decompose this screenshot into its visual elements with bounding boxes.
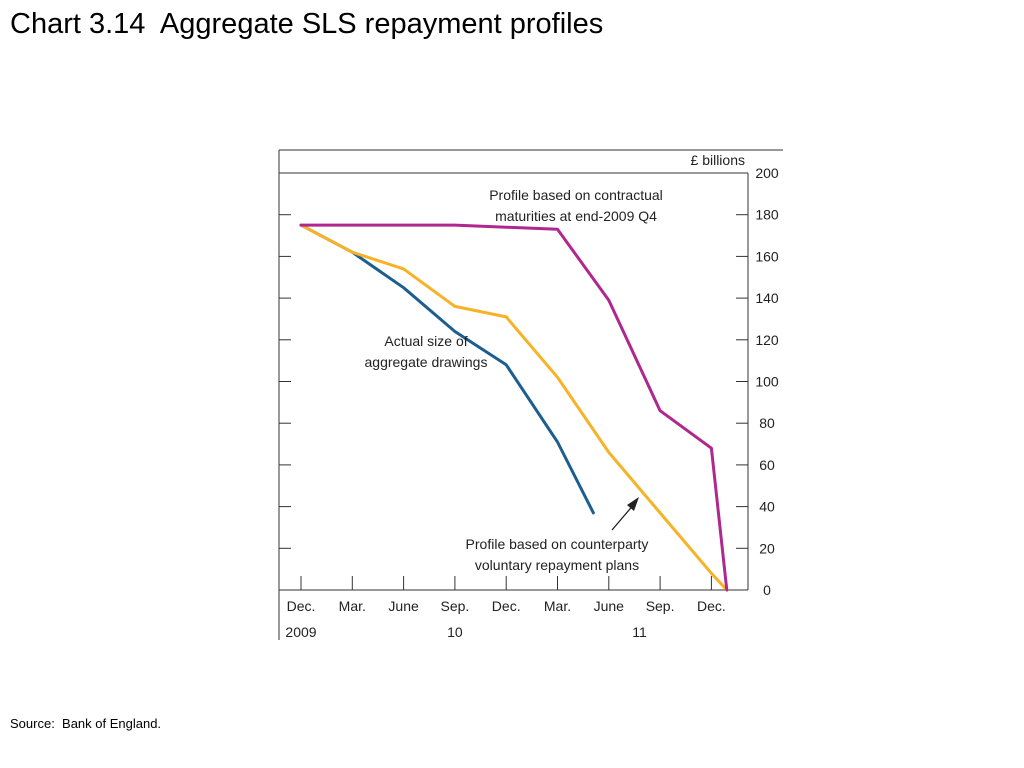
y-tick-label: 120 <box>755 332 779 348</box>
x-tick-label: Sep. <box>646 598 675 614</box>
y-tick-label: 60 <box>759 457 775 473</box>
annotation-actual-line: Actual size of <box>384 333 467 349</box>
x-tick-label: Mar. <box>339 598 366 614</box>
annotation-contractual-line: maturities at end-2009 Q4 <box>495 208 657 224</box>
x-tick-label: Mar. <box>544 598 571 614</box>
y-tick-label: 200 <box>755 165 779 181</box>
unit-label: £ billions <box>691 152 745 168</box>
annotation-voluntary-line: Profile based on counterparty <box>466 536 649 552</box>
y-tick-label: 0 <box>763 582 771 598</box>
source-note: Source: Bank of England. <box>10 716 162 731</box>
x-year-label: 2009 <box>285 624 316 640</box>
x-year-label: 11 <box>632 624 647 640</box>
annotation-actual-line: aggregate drawings <box>365 354 488 370</box>
chart-axes: £ billions 0 20 40 60 80 100 120 140 160 180 200 Dec… <box>279 152 779 640</box>
chart-annotations: Profile based on contractual maturities a… <box>365 187 663 573</box>
series-line-voluntary <box>299 223 729 592</box>
y-tick-label: 80 <box>759 415 775 431</box>
x-tick-label: Dec. <box>697 598 726 614</box>
chart-series <box>299 223 729 592</box>
x-tick-label: Sep. <box>440 598 469 614</box>
annotation-contractual-line: Profile based on contractual <box>489 187 663 203</box>
y-tick-label: 180 <box>755 207 779 223</box>
x-year-label: 10 <box>447 624 463 640</box>
y-tick-label: 100 <box>755 374 779 390</box>
x-tick-label: June <box>388 598 419 614</box>
annotation-voluntary-line: voluntary repayment plans <box>475 557 639 573</box>
x-tick-label: June <box>594 598 625 614</box>
y-tick-label: 20 <box>759 540 775 556</box>
annotation-arrow-head <box>627 497 639 511</box>
y-tick-label: 40 <box>759 499 775 515</box>
y-tick-label: 140 <box>755 290 779 306</box>
x-tick-label: Dec. <box>492 598 521 614</box>
slide-title: Chart 3.14 Aggregate SLS repayment profi… <box>10 8 604 40</box>
x-tick-label: Dec. <box>287 598 316 614</box>
y-tick-label: 160 <box>755 248 779 264</box>
series-line-contractual <box>299 223 729 592</box>
